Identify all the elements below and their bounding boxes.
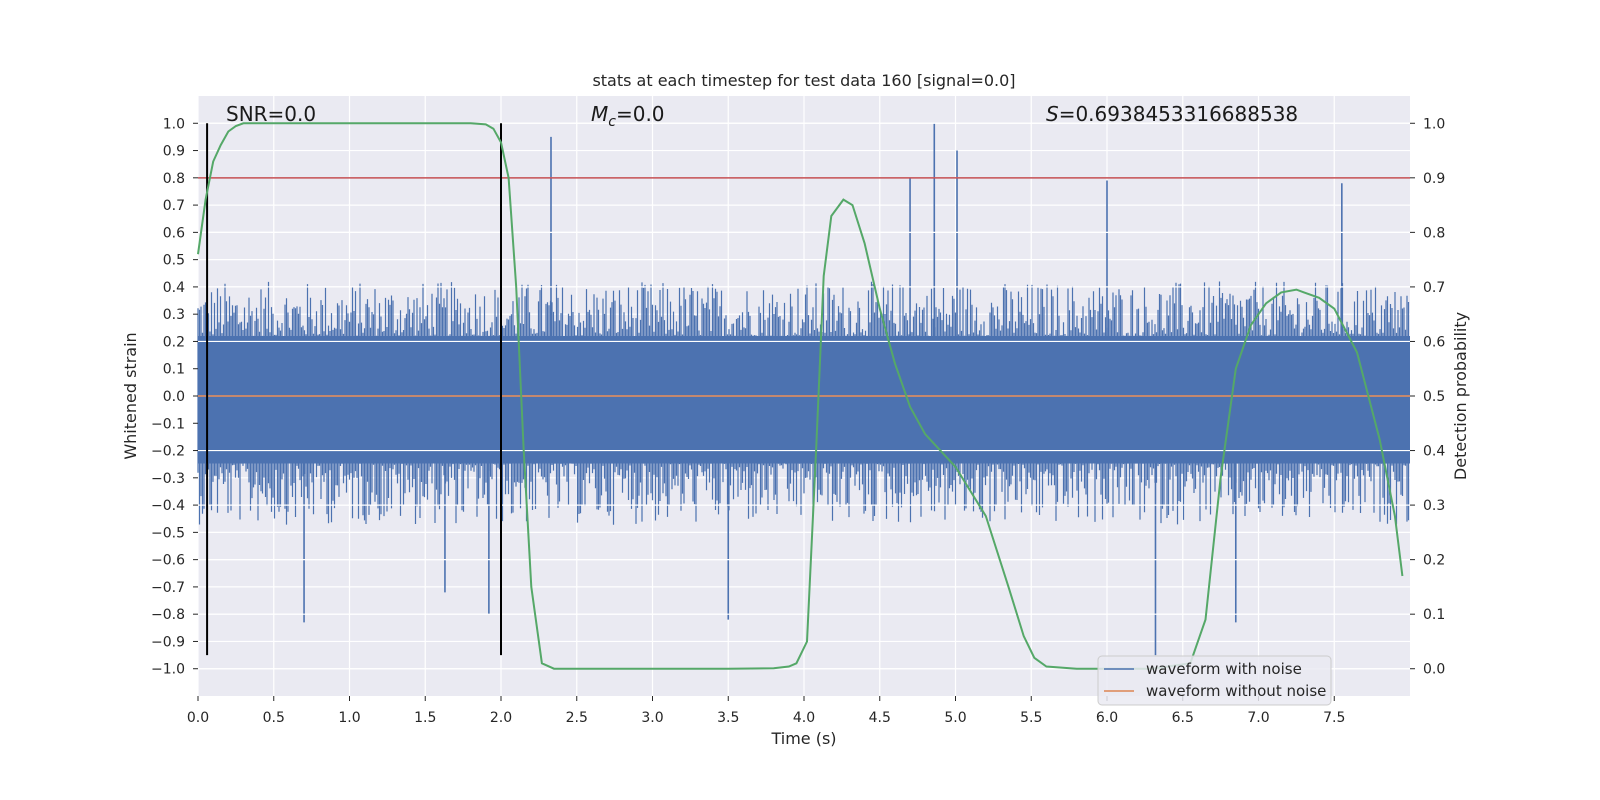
legend-label-clean: waveform without noise (1146, 682, 1326, 700)
legend-box (1097, 655, 1332, 706)
x-tick-label: 6.0 (1096, 710, 1118, 726)
chirp-mass-subscript: c (608, 114, 616, 130)
y-right-tick-label: 0.6 (1423, 334, 1445, 350)
y-right-tick-label: 0.7 (1423, 280, 1445, 296)
statistic-value: =0.6938453316688538 (1059, 102, 1298, 126)
chirp-mass-annotation: Mc=0.0 (591, 102, 665, 130)
series-lines (197, 122, 1410, 670)
y-left-tick-label: −0.2 (151, 444, 185, 460)
x-tick-label: 5.0 (944, 710, 966, 726)
y-left-tick-label: 0.0 (163, 389, 185, 405)
y-left-tick-label: 0.1 (163, 362, 185, 378)
y-left-tick-label: 0.2 (163, 334, 185, 350)
y-left-tick-label: −0.7 (151, 580, 185, 596)
x-tick-label: 6.5 (1172, 710, 1194, 726)
x-tick-label: 3.5 (717, 710, 739, 726)
x-tick-label: 3.0 (641, 710, 663, 726)
y-right-tick-label: 0.2 (1423, 553, 1445, 569)
y-left-tick-label: 0.4 (163, 280, 185, 296)
y-left-tick-label: 0.5 (163, 253, 185, 269)
x-tick-label: 0.5 (263, 710, 285, 726)
chirp-mass-symbol: M (591, 102, 608, 126)
y-left-tick-label: −0.4 (151, 498, 185, 514)
y-left-tick-label: −0.5 (151, 525, 185, 541)
chirp-mass-value: =0.0 (616, 102, 665, 126)
y-left-tick-label: −1.0 (151, 662, 185, 678)
y-right-tick-label: 0.9 (1423, 171, 1445, 187)
x-tick-label: 5.5 (1020, 710, 1042, 726)
y-left-tick-label: 0.9 (163, 144, 185, 160)
y-right-tick-label: 0.3 (1423, 498, 1445, 514)
x-tick-label: 0.0 (187, 710, 209, 726)
x-tick-label: 2.5 (566, 710, 588, 726)
x-axis-label: Time (s) (770, 729, 836, 748)
statistic-symbol: S (1046, 102, 1059, 126)
y-right-tick-label: 0.1 (1423, 607, 1445, 623)
noisy-waveform (197, 123, 1410, 656)
y-left-tick-label: 0.3 (163, 307, 185, 323)
legend-label-noise: waveform with noise (1146, 660, 1302, 678)
y-right-tick-label: 0.4 (1423, 444, 1445, 460)
x-tick-label: 7.0 (1247, 710, 1269, 726)
y-axis-left-ticks: 1.0 0.9 0.8 0.7 0.6 0.5 0.4 0.3 0.2 0.1 0.0 −0.1 −0.… (151, 116, 198, 678)
chart-title: stats at each timestep for test data 160… (592, 71, 1015, 90)
snr-annotation: SNR=0.0 (226, 102, 316, 126)
y-axis-right-ticks: 1.0 0.9 0.8 0.7 0.6 0.5 0.4 0.3 0.2 0.1 0.0 (1410, 116, 1445, 678)
y-left-tick-label: −0.8 (151, 607, 185, 623)
y-right-tick-label: 0.0 (1423, 662, 1445, 678)
y-axis-left-label: Whitened strain (121, 332, 140, 459)
x-tick-label: 4.0 (793, 710, 815, 726)
y-left-tick-label: 0.8 (163, 171, 185, 187)
y-left-tick-label: −0.9 (151, 634, 185, 650)
x-tick-label: 4.5 (869, 710, 891, 726)
y-left-tick-label: 1.0 (163, 116, 185, 132)
detection-probability-line (197, 122, 1404, 670)
y-left-tick-label: −0.3 (151, 471, 185, 487)
statistic-annotation: S=0.6938453316688538 (1046, 102, 1298, 126)
y-left-tick-label: 0.6 (163, 225, 185, 241)
y-right-tick-label: 0.8 (1423, 225, 1445, 241)
y-left-tick-label: 0.7 (163, 198, 185, 214)
y-left-tick-label: −0.1 (151, 416, 185, 432)
y-axis-right-label: Detection probability (1451, 312, 1470, 480)
y-left-tick-label: −0.6 (151, 553, 185, 569)
y-right-tick-label: 0.5 (1423, 389, 1445, 405)
y-right-tick-label: 1.0 (1423, 116, 1445, 132)
x-tick-label: 7.5 (1323, 710, 1345, 726)
x-tick-label: 1.0 (338, 710, 360, 726)
legend: waveform with noise waveform without noi… (1097, 655, 1332, 706)
x-tick-label: 2.0 (490, 710, 512, 726)
x-axis-ticks: 0.0 0.5 1.0 1.5 2.0 2.5 3.0 3.5 4.0 4.5 5.0 5.5 6.0 6… (187, 696, 1345, 726)
x-tick-label: 1.5 (414, 710, 436, 726)
